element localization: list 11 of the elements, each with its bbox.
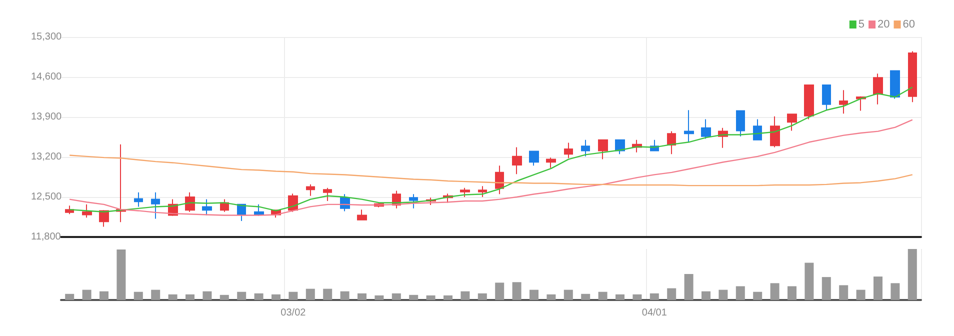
legend-label: 5 (858, 18, 865, 30)
y-tick-label: 14,600 (31, 72, 62, 82)
y-tick-label: 12,500 (31, 192, 62, 202)
legend-label: 60 (902, 18, 916, 30)
x-tick-label: 04/01 (642, 308, 668, 318)
x-tick-label: 03/02 (280, 308, 306, 318)
y-tick-label: 13,900 (31, 112, 62, 122)
y-tick-label: 15,300 (31, 32, 62, 42)
y-tick-label: 11,800 (31, 232, 62, 242)
y-tick-label: 13,200 (31, 152, 62, 162)
legend-label: 20 (878, 18, 890, 30)
